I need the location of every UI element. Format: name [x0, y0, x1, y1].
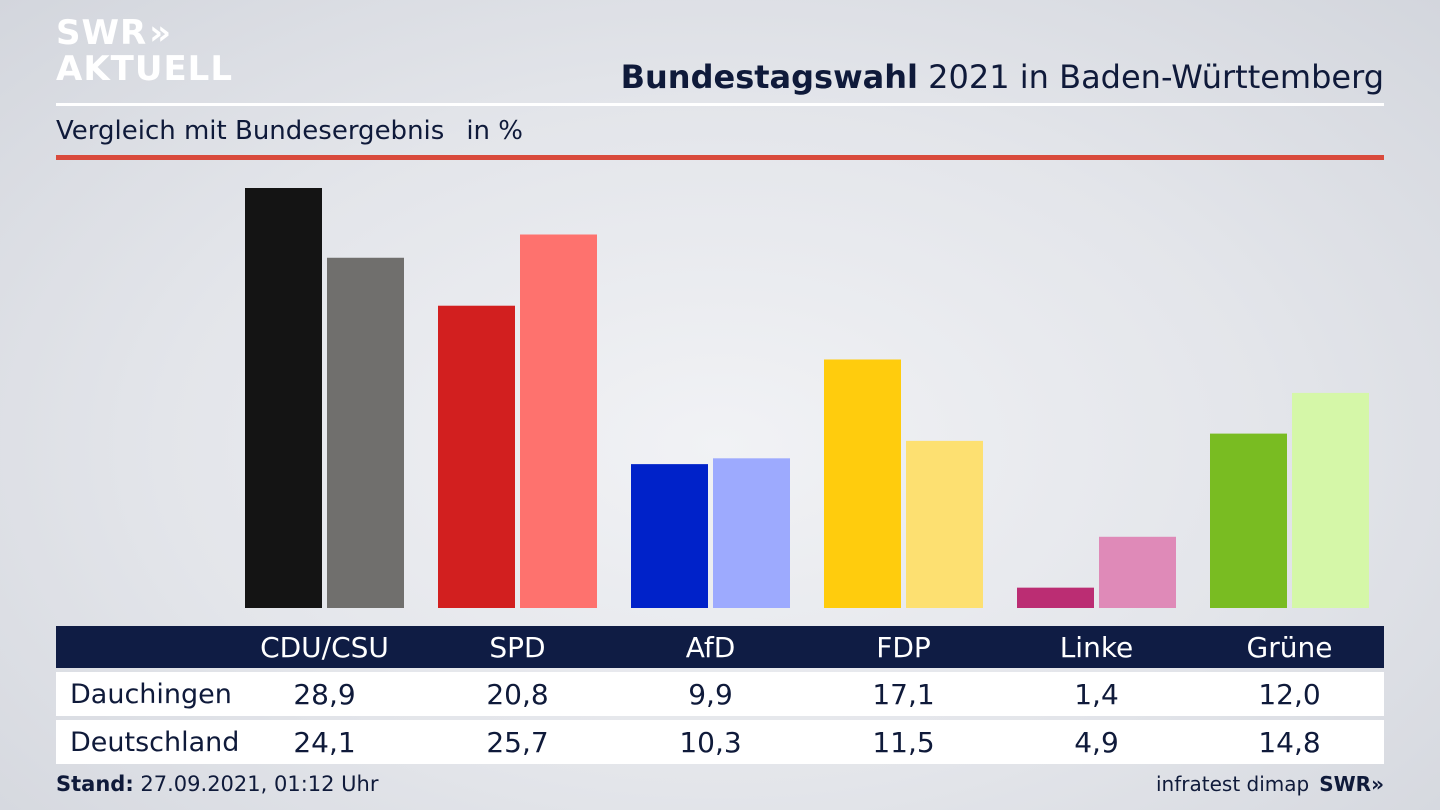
value-cell-fdp: 11,5 [872, 725, 935, 759]
title-divider [56, 103, 1384, 106]
column-header-gruene: Grüne [1246, 630, 1333, 664]
title-rest: 2021 in Baden-Württemberg [917, 58, 1384, 96]
value-cell-linke: 1,4 [1074, 677, 1119, 711]
unit-label: in % [466, 116, 523, 146]
swr-brand-logo: SWR» [1319, 772, 1384, 796]
bar-spd-dauchingen [438, 305, 515, 608]
column-header-linke: Linke [1059, 630, 1134, 664]
source-credit: infratest dimap SWR» [1156, 772, 1384, 796]
logo-chevron-icon: » [149, 13, 173, 53]
bar-afd-deutschland [713, 458, 790, 608]
stand-label: Stand: [56, 772, 134, 796]
table-row-dauchingen: Dauchingen 28,9 20,8 9,9 17,1 1,4 12,0 [56, 672, 1384, 716]
column-header-spd: SPD [489, 630, 546, 664]
stand-value: 27.09.2021, 01:12 Uhr [133, 772, 379, 796]
logo-aktuell-text: AKTUELL [56, 49, 234, 89]
bar-linke-dauchingen [1017, 587, 1094, 608]
column-header-afd: AfD [685, 630, 736, 664]
value-cell-spd: 25,7 [486, 725, 549, 759]
value-cell-afd: 10,3 [679, 725, 742, 759]
chart-subtitle: Vergleich mit Bundesergebnis in % [56, 116, 523, 146]
subtitle-divider [56, 155, 1384, 160]
results-table: CDU/CSU SPD AfD FDP Linke Grüne Dauchingen 28… [56, 626, 1384, 764]
logo-swr-text: SWR [56, 13, 148, 53]
bar-cdu-dauchingen [245, 188, 322, 608]
value-cell-afd: 9,9 [688, 677, 733, 711]
swr-aktuell-logo: SWR» AKTUELL [56, 16, 233, 86]
value-cell-gruene: 14,8 [1258, 725, 1321, 759]
table-header-row: CDU/CSU SPD AfD FDP Linke Grüne [56, 626, 1384, 668]
bar-spd-deutschland [520, 234, 597, 608]
table-row-deutschland: Deutschland 24,1 25,7 10,3 11,5 4,9 14,8 [56, 720, 1384, 764]
subtitle-text: Vergleich mit Bundesergebnis [56, 116, 445, 146]
value-cell-gruene: 12,0 [1258, 677, 1321, 711]
title-bold: Bundestagswahl [620, 58, 918, 96]
value-cell-cdu: 28,9 [293, 677, 356, 711]
source-text: infratest dimap [1156, 772, 1310, 796]
value-cell-cdu: 24,1 [293, 725, 356, 759]
value-cell-linke: 4,9 [1074, 725, 1119, 759]
column-header-cdu: CDU/CSU [260, 630, 389, 664]
timestamp: Stand: 27.09.2021, 01:12 Uhr [56, 772, 379, 796]
bar-fdp-dauchingen [824, 359, 901, 608]
bar-afd-dauchingen [631, 464, 708, 608]
bar-chart [245, 188, 1369, 608]
value-cell-spd: 20,8 [486, 677, 549, 711]
row-label: Deutschland [70, 726, 240, 758]
bar-fdp-deutschland [906, 440, 983, 608]
bar-gruene-dauchingen [1210, 433, 1287, 608]
bar-cdu-deutschland [327, 257, 404, 608]
bar-linke-deutschland [1099, 536, 1176, 608]
bar-gruene-deutschland [1292, 392, 1369, 608]
row-label: Dauchingen [70, 678, 232, 710]
value-cell-fdp: 17,1 [872, 677, 935, 711]
page-title: Bundestagswahl 2021 in Baden-Württemberg [621, 58, 1384, 96]
column-header-fdp: FDP [876, 630, 931, 664]
